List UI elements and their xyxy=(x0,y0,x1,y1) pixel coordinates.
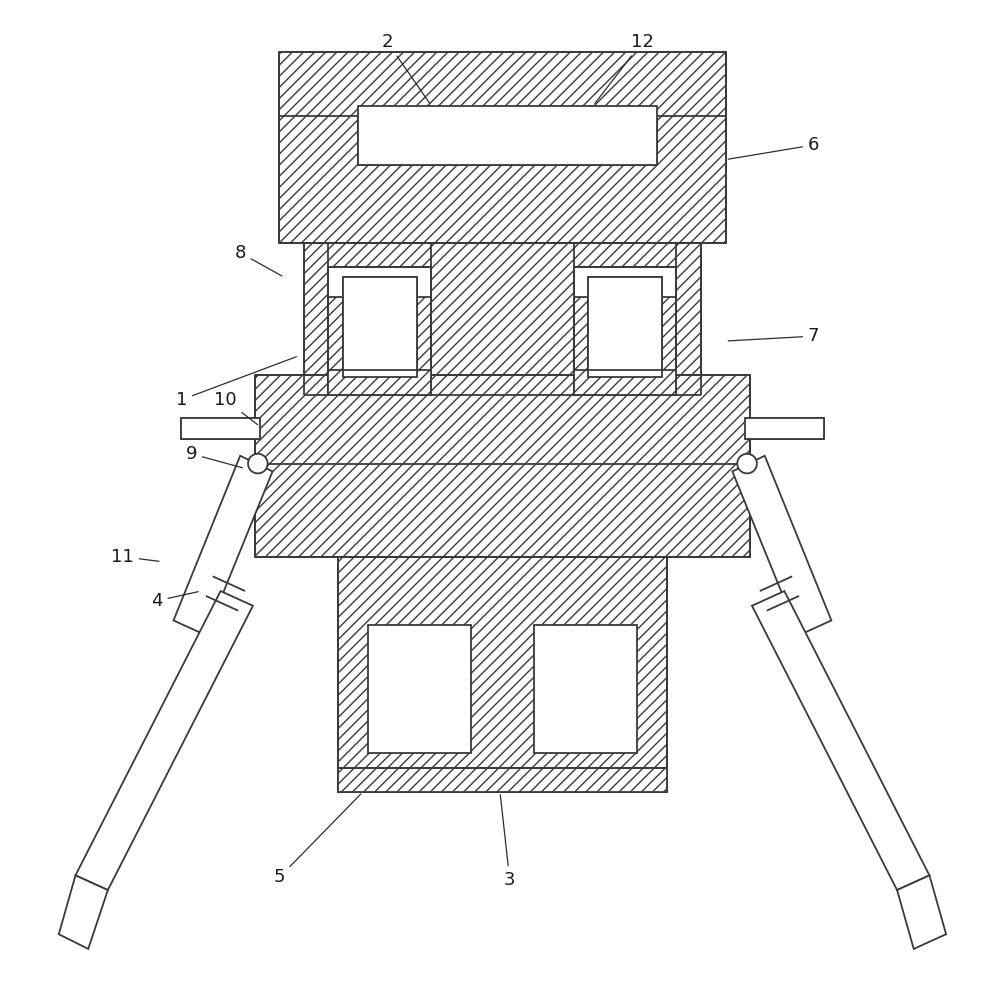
Bar xyxy=(588,277,662,371)
Text: 2: 2 xyxy=(381,33,430,104)
Bar xyxy=(338,767,667,792)
Text: 7: 7 xyxy=(728,327,819,345)
Bar xyxy=(255,376,750,557)
Polygon shape xyxy=(75,591,253,890)
Circle shape xyxy=(248,454,268,473)
Bar xyxy=(574,297,676,395)
Bar xyxy=(328,297,431,395)
Bar xyxy=(343,277,417,371)
Text: 6: 6 xyxy=(728,136,819,159)
Bar xyxy=(574,371,676,395)
Polygon shape xyxy=(59,876,108,949)
Text: 11: 11 xyxy=(111,548,159,566)
Polygon shape xyxy=(732,456,831,635)
Text: 3: 3 xyxy=(500,795,516,889)
Bar xyxy=(181,417,260,439)
Bar xyxy=(328,267,431,395)
Text: 1: 1 xyxy=(176,357,296,409)
Bar xyxy=(588,304,662,378)
Text: 9: 9 xyxy=(185,445,242,467)
Text: 4: 4 xyxy=(151,592,198,610)
Bar xyxy=(358,106,657,165)
Text: 5: 5 xyxy=(274,794,361,886)
Bar xyxy=(534,625,637,753)
Polygon shape xyxy=(174,456,273,635)
Bar xyxy=(343,304,417,378)
Bar xyxy=(745,417,824,439)
Polygon shape xyxy=(897,876,946,949)
Bar xyxy=(279,52,726,243)
Bar xyxy=(328,371,431,395)
Bar xyxy=(368,625,471,753)
Bar xyxy=(574,267,676,395)
Circle shape xyxy=(737,454,757,473)
Bar xyxy=(304,243,701,395)
Text: 10: 10 xyxy=(214,390,258,425)
Polygon shape xyxy=(752,591,929,890)
Bar xyxy=(338,557,667,792)
Text: 8: 8 xyxy=(234,244,282,276)
Text: 12: 12 xyxy=(595,33,654,104)
